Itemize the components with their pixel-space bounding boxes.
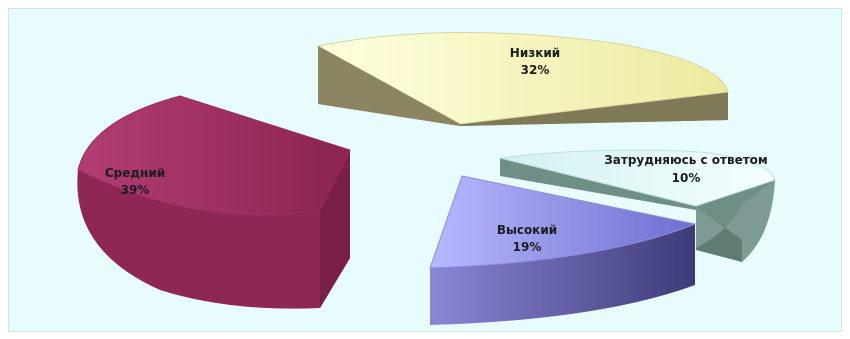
label-mid: Средний 39% bbox=[105, 166, 165, 197]
slice-low bbox=[316, 32, 729, 126]
slice-difficult bbox=[499, 149, 776, 262]
svg-text:Высокий: Высокий bbox=[497, 223, 557, 237]
label-high: Высокий 19% bbox=[497, 223, 557, 254]
svg-text:Низкий: Низкий bbox=[510, 46, 560, 60]
slice-high bbox=[429, 175, 697, 325]
svg-text:10%: 10% bbox=[672, 171, 701, 185]
label-difficult: Затрудняюсь с ответом 10% bbox=[604, 153, 767, 185]
svg-text:Средний: Средний bbox=[105, 166, 165, 180]
svg-text:Затрудняюсь с ответом: Затрудняюсь с ответом bbox=[604, 153, 767, 167]
label-low: Низкий 32% bbox=[510, 46, 560, 77]
svg-text:19%: 19% bbox=[513, 240, 542, 254]
svg-text:39%: 39% bbox=[121, 183, 150, 197]
svg-text:32%: 32% bbox=[521, 63, 550, 77]
slice-mid bbox=[77, 95, 351, 309]
